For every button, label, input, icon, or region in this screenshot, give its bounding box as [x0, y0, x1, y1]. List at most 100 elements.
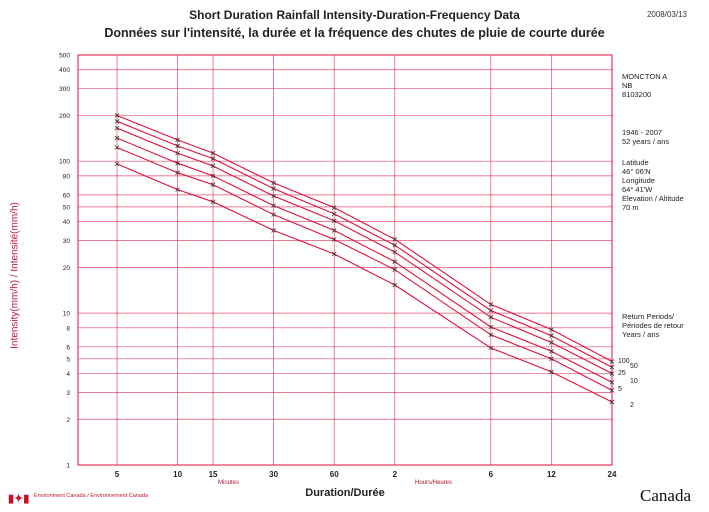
- y-tick-label: 40: [63, 219, 71, 226]
- latitude-value: 46° 06'N: [622, 167, 651, 176]
- return-period-label-25: 25: [618, 369, 626, 377]
- return-period-label-5: 5: [618, 386, 622, 394]
- data-point: [609, 380, 615, 385]
- x-tick-label: 30: [269, 470, 278, 479]
- chart-title: Short Duration Rainfall Intensity-Durati…: [189, 8, 520, 22]
- data-point: [549, 333, 554, 338]
- data-point: [331, 251, 337, 257]
- data-point: [549, 340, 554, 345]
- hours-unit-label: Hours/Heures: [415, 480, 453, 486]
- canada-wordmark: Canada: [640, 486, 691, 505]
- return-period-heading: Return Periods/ Périodes de retour Years…: [622, 312, 684, 339]
- data-point: [175, 170, 180, 175]
- x-axis-label: Duration/Durée: [305, 487, 385, 499]
- data-point: [331, 205, 337, 210]
- x-tick-label: 12: [547, 470, 556, 479]
- x-tick-label: 2: [393, 470, 398, 479]
- data-point: [114, 161, 120, 167]
- data-point: [175, 160, 180, 166]
- data-point: [210, 199, 216, 205]
- minutes-unit-label: Minutes: [218, 480, 240, 486]
- record-period-block: 1946 - 2007 52 years / ans: [622, 128, 669, 146]
- data-point: [271, 212, 276, 217]
- data-point: [549, 369, 554, 375]
- series-line-10: [116, 137, 613, 383]
- data-point: [114, 145, 120, 150]
- data-point: [331, 237, 337, 242]
- record-years-count: 52 years / ans: [622, 137, 670, 146]
- elevation-value: 70 m: [622, 203, 639, 212]
- data-point: [331, 211, 337, 217]
- return-period-label-2: 2: [630, 401, 634, 409]
- station-province: NB: [622, 81, 633, 90]
- data-point: [271, 186, 276, 191]
- y-tick-label: 300: [59, 86, 70, 93]
- data-point: [175, 187, 180, 192]
- data-point: [488, 324, 494, 330]
- data-point: [271, 228, 276, 233]
- return-period-label-10: 10: [630, 378, 638, 386]
- chart-subtitle: Données sur l'intensité, la durée et la …: [104, 26, 605, 40]
- data-point: [114, 113, 120, 118]
- data-point: [392, 237, 398, 242]
- y-tick-label: 500: [59, 53, 70, 60]
- longitude-label: Longitude: [622, 176, 655, 185]
- data-point: [331, 218, 337, 224]
- y-tick-label: 1: [66, 463, 70, 470]
- y-tick-label: 2: [66, 417, 70, 424]
- return-period-units: Years / ans: [622, 330, 660, 339]
- return-period-label-fr: Périodes de retour: [622, 321, 684, 330]
- data-point: [392, 267, 398, 272]
- data-point: [488, 332, 494, 338]
- record-years: 1946 - 2007: [622, 128, 663, 137]
- data-point: [210, 150, 216, 156]
- x-tick-label: 15: [209, 470, 218, 479]
- data-point: [271, 203, 276, 208]
- longitude-value: 64° 41'W: [622, 185, 653, 194]
- data-point: [488, 308, 494, 313]
- y-tick-label: 8: [66, 325, 70, 332]
- y-tick-label: 4: [66, 371, 70, 378]
- elevation-label: Elevation / Altitude: [622, 194, 684, 203]
- station-name: MONCTON A: [622, 72, 668, 81]
- data-point: [609, 359, 615, 364]
- return-period-label-50: 50: [630, 363, 638, 371]
- data-point: [175, 143, 180, 149]
- return-period-label-en: Return Periods/: [622, 312, 675, 321]
- series-line-2: [116, 163, 613, 403]
- x-tick-label: 60: [330, 470, 339, 479]
- y-tick-label: 30: [63, 238, 71, 245]
- data-point: [175, 137, 180, 143]
- data-point: [549, 356, 554, 362]
- x-tick-label: 6: [489, 470, 494, 479]
- y-axis-label-wrap: Intensity(mm/h) / Intensité(mm/h): [8, 150, 22, 410]
- data-point: [210, 163, 216, 169]
- data-point: [210, 182, 216, 187]
- department-signature: Environment Canada / Environnement Canad…: [34, 493, 149, 499]
- x-tick-label: 5: [115, 470, 120, 479]
- y-tick-label: 5: [66, 356, 70, 363]
- latitude-label: Latitude: [622, 158, 649, 167]
- canada-flag-icon: ▮✦▮: [8, 493, 30, 505]
- data-point: [114, 119, 120, 124]
- series-line-25: [116, 127, 613, 374]
- location-block: Latitude 46° 06'N Longitude 64° 41'W Ele…: [622, 158, 684, 212]
- data-point: [549, 327, 554, 332]
- data-point: [488, 302, 494, 307]
- data-point: [609, 399, 615, 405]
- data-point: [114, 135, 120, 141]
- y-axis-label: Intensity(mm/h) / Intensité(mm/h): [9, 202, 21, 349]
- data-point: [549, 349, 554, 354]
- series-line-100: [116, 114, 613, 362]
- station-block: MONCTON A NB 8103200: [622, 72, 667, 99]
- print-date: 2008/03/13: [646, 10, 687, 19]
- data-point: [210, 156, 216, 161]
- data-point: [331, 228, 337, 233]
- data-point: [609, 364, 615, 370]
- data-point: [488, 314, 494, 320]
- return-period-label-100: 100: [618, 357, 630, 365]
- data-point: [609, 371, 615, 376]
- data-point: [392, 282, 398, 288]
- y-tick-label: 10: [63, 311, 71, 318]
